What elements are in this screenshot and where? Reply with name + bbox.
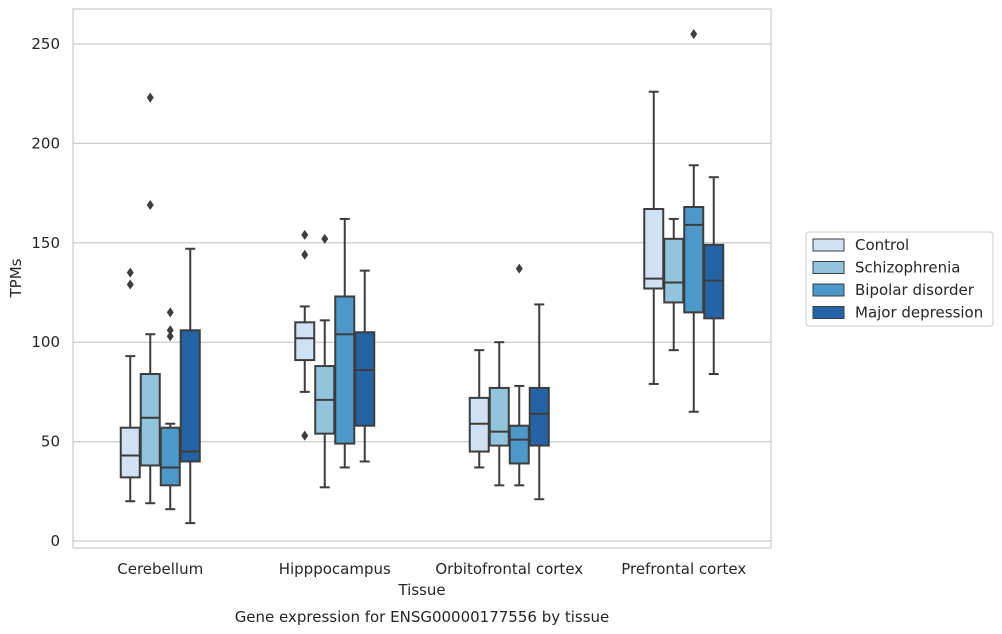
box-major-depression xyxy=(528,303,550,501)
legend-swatch xyxy=(812,283,845,297)
box-iqr xyxy=(528,386,550,447)
y-tick-label: 50 xyxy=(41,433,60,451)
outlier-marker xyxy=(166,325,174,336)
x-axis-label: Tissue xyxy=(397,581,445,599)
x-tick-label: Hipppocampus xyxy=(279,560,391,578)
y-axis-label: TPMs xyxy=(7,258,25,298)
x-tick-label: Prefrontal cortex xyxy=(621,560,746,578)
y-tick-label: 200 xyxy=(31,134,60,152)
legend-label: Bipolar disorder xyxy=(855,281,975,299)
box-bipolar-disorder xyxy=(334,217,356,469)
box-major-depression xyxy=(703,176,725,376)
x-tick-labels: Cerebellum Hipppocampus Orbitofrontal cort… xyxy=(117,560,746,578)
outlier-marker xyxy=(515,263,523,274)
box-iqr xyxy=(334,295,356,445)
legend: Control Schizophrenia Bipolar disorder Majo… xyxy=(805,231,994,327)
y-tick-label: 150 xyxy=(31,234,60,252)
box-iqr xyxy=(159,426,181,487)
box-schizophrenia xyxy=(488,341,510,487)
y-tick-label: 250 xyxy=(31,35,60,53)
box-schizophrenia xyxy=(663,217,685,352)
x-tick-label: Cerebellum xyxy=(117,560,203,578)
legend-label: Major depression xyxy=(855,304,983,322)
box-bipolar-disorder xyxy=(159,307,181,511)
box-iqr xyxy=(683,206,705,314)
outlier-marker xyxy=(166,331,174,342)
box-iqr xyxy=(643,208,665,290)
y-tick-label: 100 xyxy=(31,333,60,351)
outlier-marker xyxy=(301,249,309,260)
outlier-marker xyxy=(126,267,134,278)
box-iqr xyxy=(508,424,530,465)
legend-swatch xyxy=(812,238,845,252)
outlier-marker xyxy=(146,200,154,211)
outlier-marker xyxy=(146,92,154,103)
box-iqr xyxy=(119,426,141,479)
outlier-marker xyxy=(301,229,309,240)
y-tick-labels: 0 50 100 150 200 250 xyxy=(31,35,60,550)
legend-swatch xyxy=(812,261,845,274)
legend-frame xyxy=(805,231,994,327)
outlier-marker xyxy=(166,307,174,318)
box-iqr xyxy=(488,386,510,447)
outlier-marker xyxy=(301,430,309,441)
y-tick-label: 0 xyxy=(50,532,60,550)
box-major-depression xyxy=(179,247,201,525)
box-iqr xyxy=(139,373,161,467)
box-control xyxy=(294,229,316,441)
outlier-marker xyxy=(126,279,134,290)
outlier-marker xyxy=(321,233,329,244)
box-iqr xyxy=(294,321,316,362)
x-tick-label: Orbitofrontal cortex xyxy=(435,560,583,578)
box-iqr xyxy=(179,329,201,463)
box-bipolar-disorder xyxy=(683,29,705,413)
legend-swatch xyxy=(812,306,845,319)
box-major-depression xyxy=(354,269,376,463)
box-bipolar-disorder xyxy=(508,263,530,487)
box-control xyxy=(643,90,665,385)
legend-label: Schizophrenia xyxy=(855,259,960,277)
outlier-marker xyxy=(690,29,698,40)
box-iqr xyxy=(354,331,376,427)
box-iqr xyxy=(663,237,685,304)
chart-title: Gene expression for ENSG00000177556 by t… xyxy=(235,608,610,626)
box-schizophrenia xyxy=(139,92,161,505)
legend-label: Control xyxy=(855,236,909,254)
boxes xyxy=(119,29,725,525)
